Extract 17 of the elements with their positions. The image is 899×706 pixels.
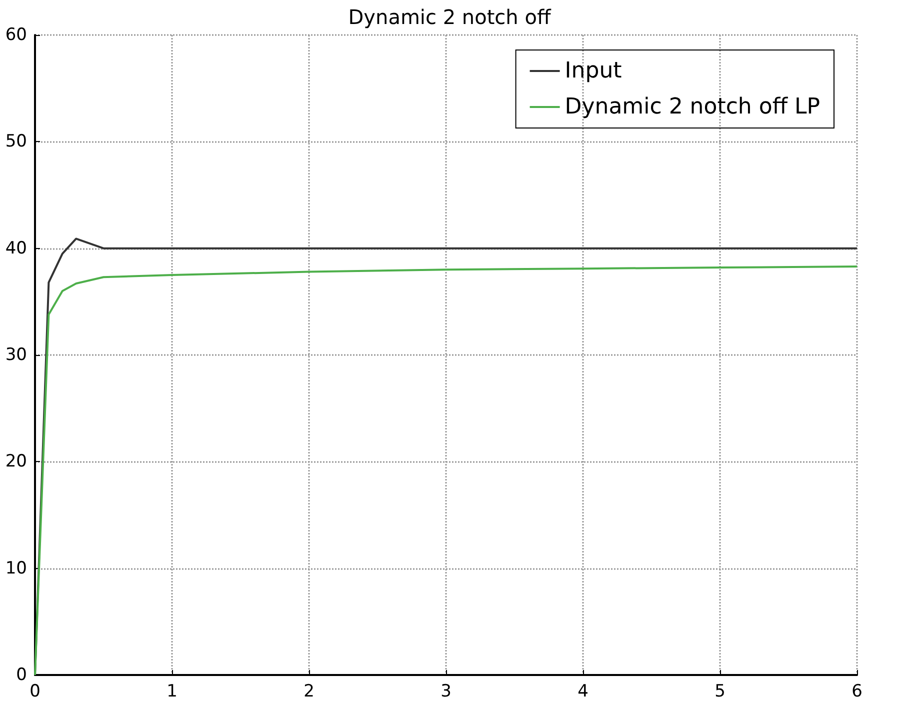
x-tick-label: 5	[714, 682, 726, 702]
x-tick-label: 0	[30, 682, 40, 702]
x-tick-label: 6	[852, 682, 862, 702]
x-tick-label: 3	[440, 682, 452, 702]
y-tick-label: 30	[5, 345, 27, 365]
y-tick-label: 40	[5, 238, 27, 258]
chart-title: Dynamic 2 notch off	[348, 5, 552, 29]
legend-label: Input	[564, 58, 622, 84]
y-tick-label: 10	[5, 558, 27, 578]
y-tick-label: 0	[16, 665, 27, 685]
y-tick-label: 50	[5, 132, 27, 152]
x-tick-label: 4	[578, 682, 588, 702]
y-tick-label: 60	[5, 25, 27, 45]
legend-label: Dynamic 2 notch off LP	[564, 94, 820, 120]
x-tick-label: 1	[166, 682, 178, 702]
y-tick-label: 20	[5, 452, 27, 472]
x-tick-label: 2	[304, 682, 314, 702]
